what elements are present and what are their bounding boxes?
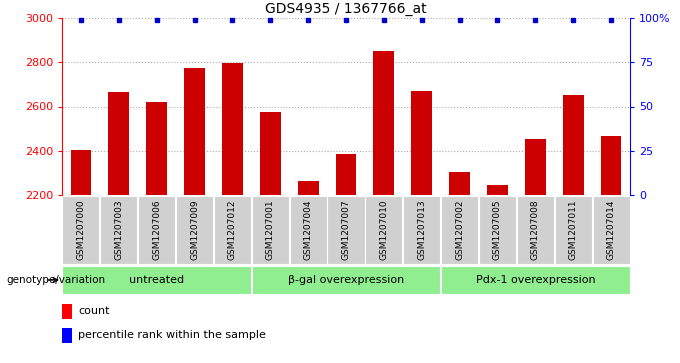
Bar bbox=[62, 327, 72, 343]
Text: Pdx-1 overexpression: Pdx-1 overexpression bbox=[475, 275, 595, 285]
Text: GSM1207010: GSM1207010 bbox=[379, 200, 388, 260]
Bar bbox=[260, 112, 281, 195]
Bar bbox=[487, 185, 508, 195]
Text: GSM1207001: GSM1207001 bbox=[266, 200, 275, 260]
Bar bbox=[63, 266, 251, 294]
Bar bbox=[365, 196, 403, 264]
Text: untreated: untreated bbox=[129, 275, 184, 285]
Text: GSM1207006: GSM1207006 bbox=[152, 200, 161, 260]
Text: GSM1207007: GSM1207007 bbox=[341, 200, 350, 260]
Bar bbox=[252, 196, 289, 264]
Text: GSM1207004: GSM1207004 bbox=[304, 200, 313, 260]
Bar bbox=[328, 196, 364, 264]
Bar bbox=[479, 196, 516, 264]
Text: GSM1207014: GSM1207014 bbox=[607, 200, 615, 260]
Bar bbox=[222, 64, 243, 195]
Text: GSM1207000: GSM1207000 bbox=[76, 200, 86, 260]
Bar bbox=[517, 196, 554, 264]
Bar bbox=[441, 266, 630, 294]
Bar bbox=[592, 196, 630, 264]
Text: percentile rank within the sample: percentile rank within the sample bbox=[78, 330, 266, 340]
Bar bbox=[214, 196, 251, 264]
Bar bbox=[298, 181, 318, 195]
Text: GSM1207005: GSM1207005 bbox=[493, 200, 502, 260]
Bar bbox=[336, 154, 356, 195]
Bar bbox=[138, 196, 175, 264]
Bar bbox=[563, 95, 583, 195]
Bar bbox=[184, 68, 205, 195]
Text: genotype/variation: genotype/variation bbox=[7, 275, 106, 285]
Bar bbox=[108, 92, 129, 195]
Bar bbox=[411, 91, 432, 195]
Bar bbox=[62, 304, 72, 319]
Text: GSM1207008: GSM1207008 bbox=[531, 200, 540, 260]
Bar bbox=[146, 102, 167, 195]
Bar bbox=[555, 196, 592, 264]
Bar bbox=[525, 139, 546, 195]
Bar bbox=[449, 172, 470, 195]
Bar bbox=[441, 196, 478, 264]
Text: GSM1207003: GSM1207003 bbox=[114, 200, 123, 260]
Text: GSM1207012: GSM1207012 bbox=[228, 200, 237, 260]
Title: GDS4935 / 1367766_at: GDS4935 / 1367766_at bbox=[265, 1, 427, 16]
Text: GSM1207013: GSM1207013 bbox=[418, 200, 426, 260]
Text: GSM1207011: GSM1207011 bbox=[568, 200, 578, 260]
Bar bbox=[63, 196, 99, 264]
Bar bbox=[403, 196, 440, 264]
Bar bbox=[71, 150, 91, 195]
Bar bbox=[373, 51, 394, 195]
Text: GSM1207009: GSM1207009 bbox=[190, 200, 199, 260]
Bar bbox=[100, 196, 137, 264]
Bar bbox=[252, 266, 440, 294]
Bar bbox=[600, 136, 622, 195]
Text: GSM1207002: GSM1207002 bbox=[455, 200, 464, 260]
Text: β-gal overexpression: β-gal overexpression bbox=[288, 275, 404, 285]
Text: count: count bbox=[78, 306, 109, 317]
Bar bbox=[176, 196, 213, 264]
Bar bbox=[290, 196, 326, 264]
